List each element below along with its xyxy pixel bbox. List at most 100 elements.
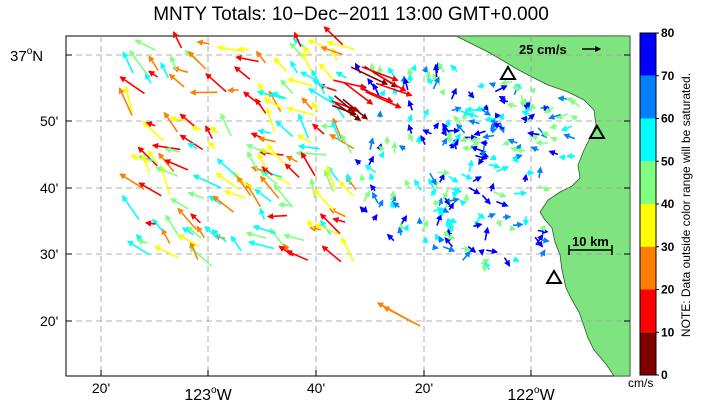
lon-label-1220: 20' [92, 380, 110, 396]
current-vector [462, 250, 471, 261]
lon-label-122: 122oW [507, 385, 555, 404]
current-vector [242, 91, 262, 107]
current-vector [280, 79, 294, 95]
current-vector [421, 236, 429, 244]
current-vector [430, 188, 437, 197]
current-vector [548, 113, 561, 120]
colorbar-segment [640, 161, 656, 204]
current-vector [402, 77, 410, 91]
current-vector [245, 182, 262, 208]
current-vector [377, 74, 407, 92]
current-vector [216, 158, 238, 178]
lat-label-50: 50' [40, 113, 58, 129]
current-vector [321, 245, 342, 263]
current-vector [441, 137, 448, 146]
current-vector [402, 224, 409, 232]
frame-ticks [66, 54, 630, 376]
current-vector [333, 79, 367, 90]
current-vector [498, 95, 506, 102]
current-vector [285, 106, 315, 116]
current-vector [496, 200, 509, 208]
current-vector [118, 87, 133, 116]
current-vector [476, 82, 485, 89]
current-vector [407, 73, 414, 83]
current-vector [350, 66, 389, 85]
current-vector [509, 225, 517, 232]
current-vector [500, 79, 513, 86]
current-vector [397, 226, 404, 236]
colorbar-tick-label: 20 [661, 283, 675, 297]
current-vector [296, 134, 312, 144]
current-vector [297, 113, 310, 139]
current-vector [404, 179, 411, 188]
current-vector [422, 129, 432, 136]
current-vector [331, 104, 357, 116]
current-vector [507, 138, 518, 145]
current-vector [530, 146, 539, 153]
current-vector [290, 60, 298, 74]
current-vector [121, 195, 140, 220]
current-vector [488, 162, 501, 169]
current-vector [300, 71, 319, 83]
current-vector [427, 77, 434, 85]
current-vector [493, 122, 504, 130]
current-vector [159, 165, 171, 195]
current-vector [212, 195, 235, 213]
colorbar-unit: cm/s [628, 376, 654, 390]
current-vector [285, 155, 298, 163]
current-vector [539, 224, 546, 233]
lat-label-20: 20' [40, 313, 58, 329]
current-vector [311, 123, 325, 135]
current-vector [379, 89, 386, 98]
current-vector [512, 85, 520, 92]
current-vector [439, 88, 446, 97]
scale-bar [568, 245, 613, 255]
scale-bar-label: 10 km [572, 234, 609, 249]
colorbar-note: NOTE: Data outside color range will be s… [679, 72, 693, 338]
current-vector [119, 173, 145, 190]
current-vector [326, 40, 355, 51]
current-vector [136, 238, 148, 245]
current-vector [343, 81, 374, 105]
current-vector [502, 139, 510, 146]
current-vector [371, 213, 378, 222]
current-vector [359, 174, 366, 181]
current-vector [312, 80, 328, 89]
current-vector [550, 136, 558, 143]
current-vector [538, 185, 551, 192]
current-vector [306, 219, 315, 229]
current-vector [472, 176, 482, 183]
current-vector [360, 87, 394, 103]
current-vector [437, 61, 445, 73]
scale-vector-label: 25 cm/s [519, 42, 567, 57]
current-vector [148, 55, 159, 71]
current-vector [256, 89, 284, 100]
current-vector [378, 145, 386, 153]
current-vector [461, 145, 473, 152]
current-vector [461, 173, 473, 180]
current-vector [192, 174, 221, 189]
current-vector [444, 237, 454, 248]
current-vector [469, 136, 481, 143]
current-vector [467, 245, 477, 253]
current-vector [456, 123, 466, 134]
current-vector [277, 201, 292, 209]
current-vector [407, 123, 414, 134]
current-vector [410, 64, 417, 72]
colorbar-tick-label: 80 [661, 26, 675, 40]
current-vector [154, 245, 179, 259]
current-vector [196, 225, 205, 239]
current-vector [318, 62, 334, 81]
current-vector [265, 106, 275, 132]
coastline-land [455, 35, 631, 377]
current-vector [338, 180, 354, 197]
current-vector [493, 191, 507, 198]
current-vector [164, 159, 189, 171]
current-vector [488, 182, 495, 192]
current-vector [163, 111, 179, 133]
current-vector [450, 87, 457, 100]
current-vector [259, 207, 266, 220]
current-vector [451, 133, 461, 145]
current-vector [560, 125, 573, 132]
